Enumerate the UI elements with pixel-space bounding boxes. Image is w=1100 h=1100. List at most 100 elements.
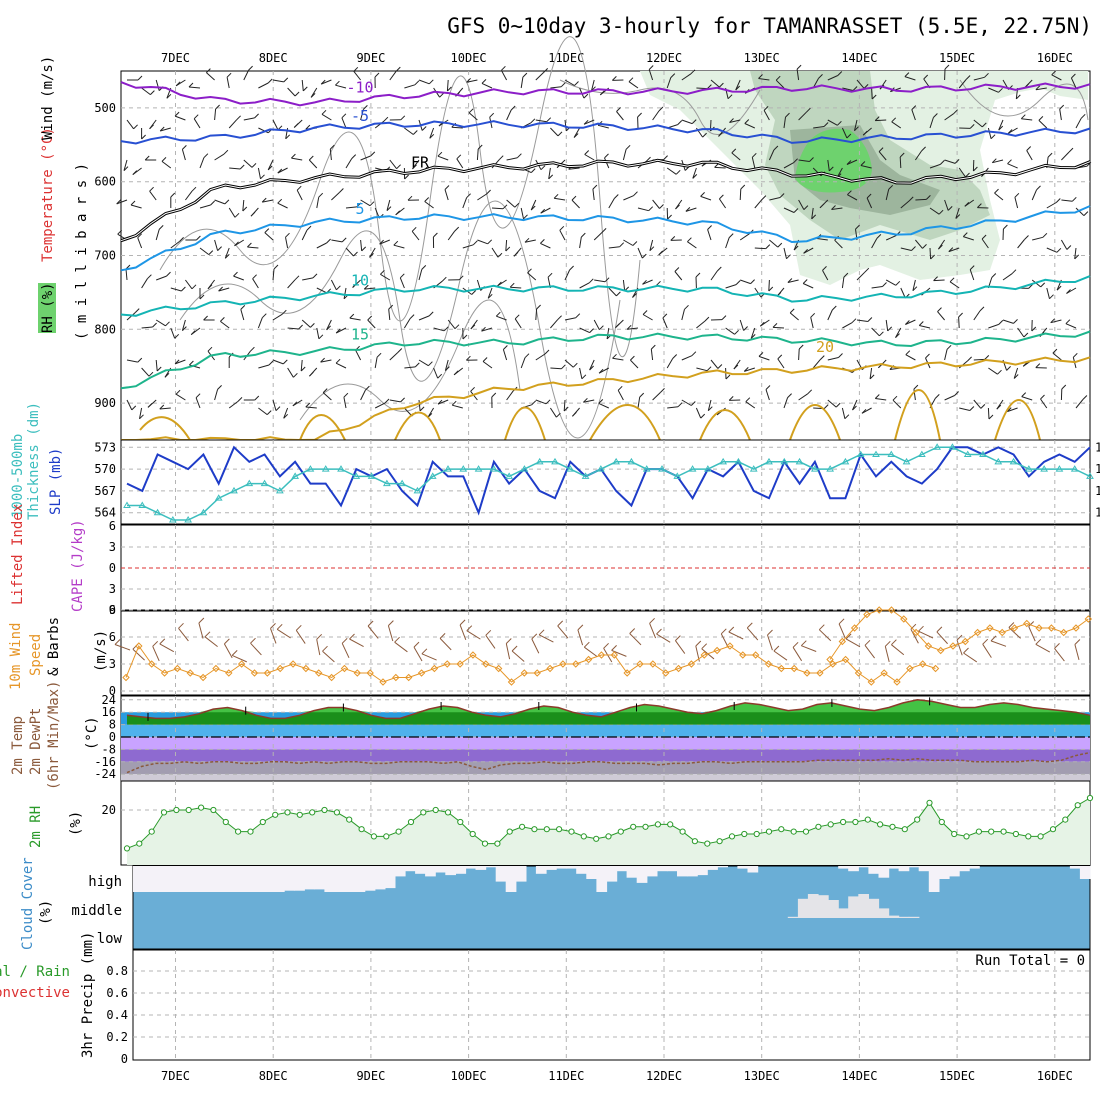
wind-barb-flag	[775, 75, 781, 81]
wind-barb	[258, 127, 269, 134]
wind-speed-point	[863, 610, 871, 619]
cloud-high-clear	[374, 866, 386, 890]
cloud-level-label: high	[88, 874, 122, 890]
wind-barb	[550, 367, 562, 370]
wind-barb-flag	[598, 368, 604, 374]
wind-barb	[258, 82, 269, 89]
cloud-high-clear	[636, 866, 648, 883]
rh2-point	[667, 821, 674, 828]
wind-barb	[214, 239, 219, 251]
top-date-label: 9DEC	[356, 51, 385, 65]
wind-barb	[175, 393, 186, 401]
wind-barb	[798, 348, 800, 361]
cloud-high-clear	[284, 866, 295, 891]
cloud-high-clear	[938, 866, 950, 879]
rh2-point	[1000, 828, 1007, 835]
wind-barb-flag	[273, 264, 279, 270]
wind-barb	[666, 77, 672, 89]
cloud-middle-clear	[908, 916, 920, 918]
wind-barb-flag	[310, 323, 315, 328]
wind-speed-point	[912, 628, 920, 637]
wind-barb	[242, 199, 245, 212]
wind-barb-flag	[318, 334, 324, 340]
wind-barb-flag	[267, 165, 273, 171]
cloud-high-clear	[294, 866, 305, 891]
wind-barb-flag	[973, 166, 978, 172]
wind-barb-flag	[141, 134, 146, 140]
wind-speed-point	[263, 669, 272, 677]
wind-barb-flag	[1080, 113, 1086, 119]
wind-barb-flag	[831, 205, 836, 210]
thickness-point	[413, 486, 422, 494]
wind-barb-flag	[196, 235, 201, 241]
wind-barb-10m-flag	[250, 637, 256, 644]
wind-barb	[374, 402, 386, 409]
wind-barb-flag	[351, 154, 357, 159]
wind-barb	[745, 401, 756, 409]
wind-barb-flag	[530, 118, 536, 124]
wind-barb	[834, 239, 843, 249]
wind-barb-10m-flag	[891, 639, 897, 646]
wind-barb-flag	[466, 77, 471, 83]
wind-barb-flag	[365, 385, 370, 391]
wind-barb	[341, 117, 347, 129]
wind-barb	[447, 319, 456, 330]
wind-speed-point	[918, 660, 927, 668]
wind-barb-flag	[175, 81, 181, 87]
wind-barb-flag	[261, 197, 267, 203]
cloud-high-clear	[505, 866, 517, 892]
wind-barb-flag	[734, 329, 739, 335]
wind-barb	[130, 204, 142, 209]
rh2-point	[1012, 830, 1020, 838]
wind-barb	[652, 392, 661, 401]
wind-barb-flag	[1056, 247, 1062, 253]
wind-barb-flag	[604, 277, 610, 283]
wind-barb-flag	[116, 199, 122, 205]
thickness-point	[275, 486, 284, 494]
wind-barb-flag	[386, 206, 392, 211]
thickness-point	[1055, 465, 1064, 472]
wind-barb-flag	[1061, 384, 1067, 390]
wind-barb-flag	[370, 151, 376, 157]
wind-barb	[206, 72, 215, 81]
wind-barb	[754, 199, 763, 209]
slp-frame	[120, 439, 1091, 525]
wind-barb-flag	[707, 225, 712, 230]
wind-barb	[695, 407, 702, 419]
y-tick-label: 500	[94, 101, 116, 115]
wind-barb-10m	[746, 627, 759, 641]
wind-barb-flag	[583, 397, 588, 403]
wind-barb	[568, 167, 580, 170]
wind-barb-10m-flag	[603, 642, 609, 649]
wind-barb-10m	[270, 628, 277, 644]
wind-barb-flag	[447, 86, 452, 92]
rh2-point	[556, 826, 563, 833]
wind-speed-point	[135, 642, 143, 650]
wind-speed-point	[623, 669, 631, 677]
wind-speed-point	[854, 669, 863, 677]
wind-barb	[549, 407, 557, 418]
wind-barb	[769, 197, 781, 201]
wind-barb-flag	[349, 313, 355, 319]
temperature-band	[121, 761, 1090, 775]
wind-barb	[220, 320, 230, 329]
wind-barb-flag	[545, 399, 551, 405]
wind-barb	[1017, 327, 1025, 338]
wind-barb	[360, 199, 371, 207]
wind-barb-10m-flag	[818, 624, 825, 631]
wind-barb-flag	[470, 324, 476, 330]
wind-barb-flag	[759, 321, 765, 327]
wind-barb-10m	[394, 641, 408, 653]
cloud-high-clear	[838, 866, 849, 869]
wind-barb-flag	[588, 278, 594, 284]
wind-barb	[491, 247, 499, 258]
isotherm-label: 5	[355, 200, 364, 218]
wind-speed-point	[887, 606, 896, 614]
wind-barb	[735, 79, 741, 91]
wind-barb-flag	[181, 286, 186, 292]
wind-barb-flag	[321, 109, 327, 115]
rh2-point	[494, 840, 501, 847]
wind-barb-10m	[204, 636, 218, 648]
